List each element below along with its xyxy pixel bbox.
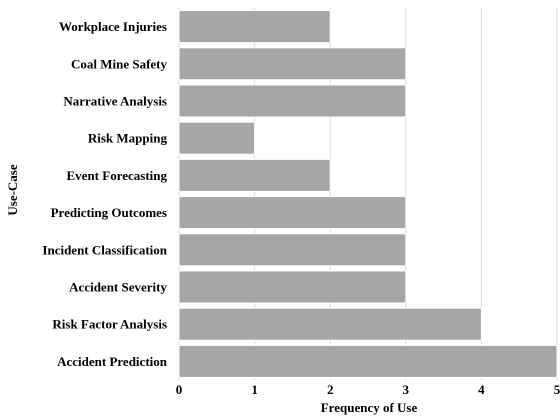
bar xyxy=(178,307,482,341)
category-labels: Workplace Injuries Coal Mine Safety Narrat… xyxy=(42,19,167,369)
category-label: Risk Mapping xyxy=(88,131,168,146)
x-tick-label: 4 xyxy=(478,382,485,397)
bar xyxy=(178,10,331,44)
category-label: Event Forecasting xyxy=(67,168,168,183)
bar xyxy=(178,158,331,192)
x-tick-label: 1 xyxy=(251,382,258,397)
x-tick-label: 0 xyxy=(176,382,183,397)
bar xyxy=(178,84,407,118)
bar xyxy=(178,121,256,155)
category-label: Workplace Injuries xyxy=(59,19,167,34)
category-label: Predicting Outcomes xyxy=(51,205,167,220)
bar xyxy=(178,270,407,304)
category-label: Narrative Analysis xyxy=(63,94,167,109)
x-axis-title: Frequency of Use xyxy=(321,400,418,415)
x-tick-label: 2 xyxy=(327,382,334,397)
category-label: Risk Factor Analysis xyxy=(52,317,167,332)
bars xyxy=(178,10,558,378)
category-label: Incident Classification xyxy=(42,242,167,257)
x-tick-label: 3 xyxy=(403,382,410,397)
category-label: Accident Severity xyxy=(69,280,167,295)
y-axis-title: Use-Case xyxy=(5,164,20,215)
bar xyxy=(178,47,407,81)
x-tick-labels: 0 1 2 3 4 5 xyxy=(176,382,560,397)
category-label: Coal Mine Safety xyxy=(71,56,168,71)
category-label: Accident Prediction xyxy=(57,354,168,369)
bar xyxy=(178,233,407,267)
x-tick-label: 5 xyxy=(554,382,560,397)
bar xyxy=(178,196,407,230)
bar xyxy=(178,344,558,378)
